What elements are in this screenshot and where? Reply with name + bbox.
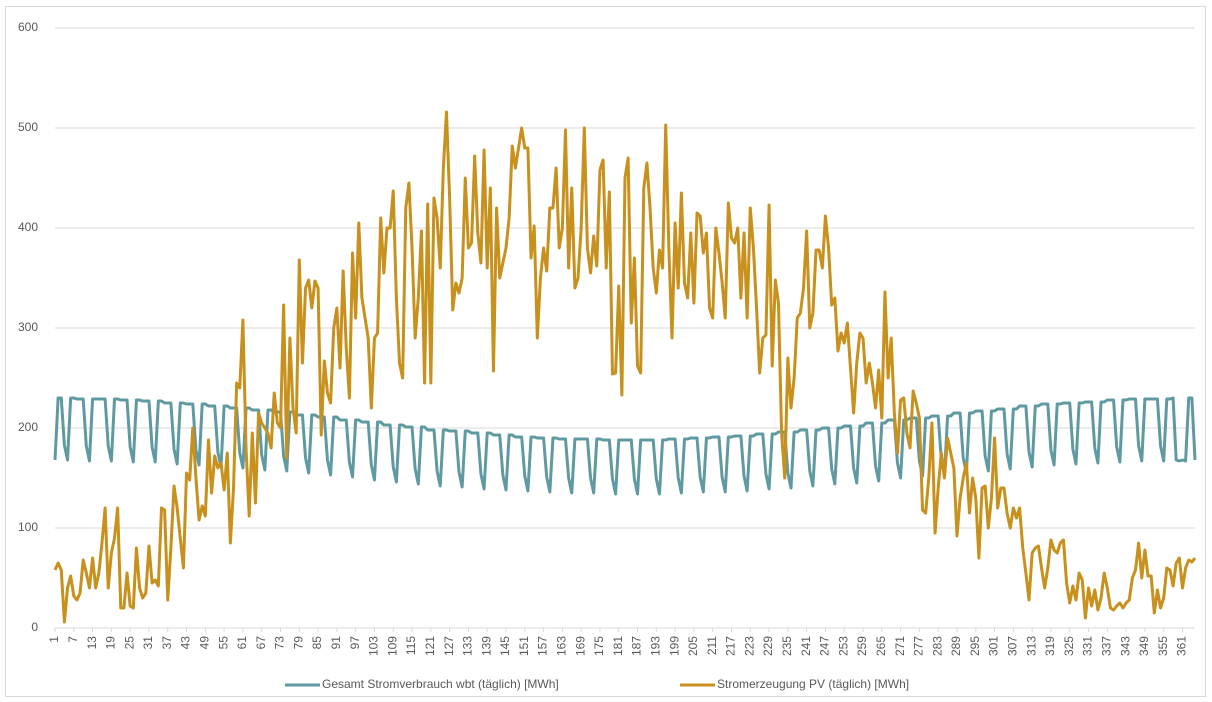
x-tick-label: 313 [1024,636,1038,656]
x-tick-label: 331 [1081,636,1095,656]
x-tick-label: 145 [498,636,512,656]
x-tick-label: 121 [423,636,437,656]
x-tick-label: 127 [442,636,456,656]
x-tick-label: 247 [818,636,832,656]
y-tick-label: 500 [18,120,38,134]
x-tick-label: 73 [273,636,287,650]
x-tick-label: 13 [85,636,99,650]
x-tick-label: 97 [348,636,362,650]
y-tick-label: 100 [18,520,38,534]
x-tick-label: 289 [949,636,963,656]
x-tick-label: 67 [254,636,268,650]
legend-label: Stromerzeugung PV (täglich) [MWh] [717,677,909,691]
x-tick-label: 241 [799,636,813,656]
x-tick-label: 343 [1118,636,1132,656]
x-tick-label: 91 [329,636,343,650]
x-tick-label: 115 [404,636,418,655]
x-tick-label: 25 [122,636,136,650]
x-tick-label: 223 [742,636,756,656]
legend-label: Gesamt Stromverbrauch wbt (täglich) [MWh… [322,677,559,691]
x-tick-label: 355 [1156,636,1170,656]
x-tick-label: 151 [517,636,531,656]
x-tick-label: 61 [235,636,249,650]
x-tick-label: 37 [160,636,174,650]
x-tick-label: 55 [216,636,230,650]
x-tick-label: 169 [573,636,587,656]
x-tick-label: 199 [667,636,681,656]
x-tick-label: 265 [874,636,888,656]
x-tick-label: 163 [555,636,569,656]
x-tick-label: 277 [912,636,926,656]
x-tick-label: 187 [630,636,644,656]
y-tick-label: 600 [18,20,38,34]
x-tick-label: 103 [367,636,381,656]
x-tick-label: 139 [479,636,493,656]
x-tick-label: 283 [930,636,944,656]
x-tick-label: 19 [104,636,118,650]
x-tick-label: 253 [836,636,850,656]
x-tick-label: 109 [385,636,399,656]
series-line [53,110,1197,624]
x-tick-label: 319 [1043,636,1057,656]
y-tick-label: 400 [18,220,38,234]
x-tick-label: 157 [536,636,550,656]
x-tick-label: 43 [179,636,193,650]
y-tick-label: 0 [31,620,38,634]
x-tick-label: 7 [66,636,80,643]
x-tick-label: 301 [987,636,1001,656]
x-tick-label: 337 [1099,636,1113,656]
x-tick-label: 271 [893,636,907,656]
chart-frame [5,6,1206,697]
x-tick-label: 307 [1006,636,1020,656]
x-tick-label: 181 [611,636,625,656]
x-tick-label: 229 [761,636,775,656]
x-tick-label: 175 [592,636,606,656]
x-tick-label: 49 [198,636,212,650]
x-tick-label: 211 [705,636,719,655]
x-tick-label: 349 [1137,636,1151,656]
x-tick-label: 361 [1175,636,1189,656]
x-tick-label: 193 [648,636,662,656]
y-tick-label: 200 [18,420,38,434]
y-tick-label: 300 [18,320,38,334]
x-tick-label: 259 [855,636,869,656]
x-tick-label: 295 [968,636,982,656]
x-tick-label: 133 [461,636,475,656]
x-tick-label: 85 [310,636,324,650]
x-tick-label: 205 [686,636,700,656]
x-tick-label: 325 [1062,636,1076,656]
x-tick-label: 235 [780,636,794,656]
x-tick-label: 79 [291,636,305,650]
x-tick-label: 1 [47,636,61,643]
x-tick-label: 31 [141,636,155,650]
x-tick-label: 217 [724,636,738,656]
